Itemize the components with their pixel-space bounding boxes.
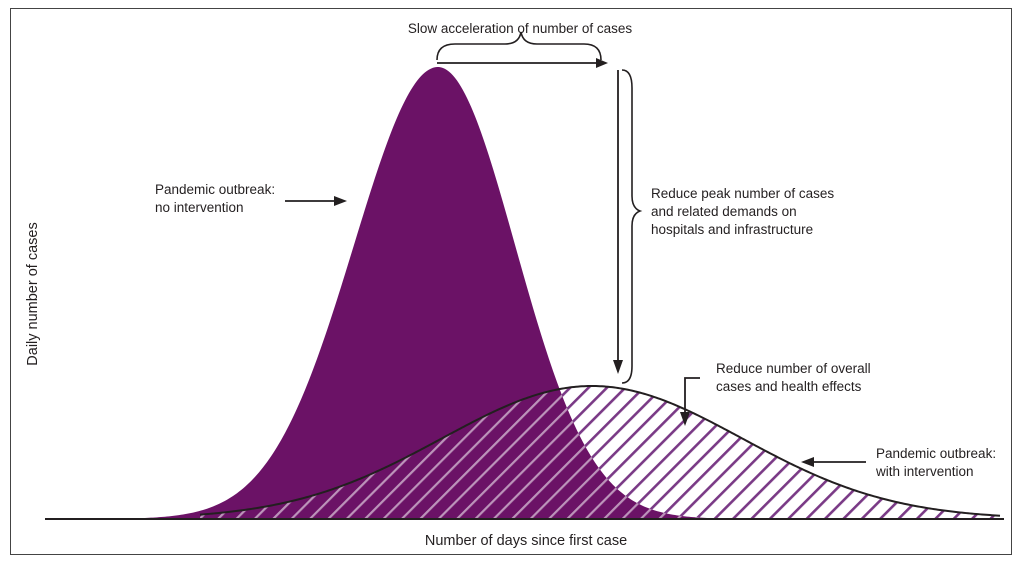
- figure-frame: [10, 8, 1012, 555]
- slow-acceleration-label: Slow acceleration of number of cases: [408, 21, 633, 36]
- reduce-overall-pointer: [684, 377, 700, 414]
- reduce-peak-arrowhead: [613, 360, 623, 374]
- slow-acceleration-brace: [436, 31, 602, 61]
- y-axis-label: Daily number of cases: [25, 222, 41, 365]
- no-intervention-pointer-head: [334, 196, 347, 206]
- with-intervention-pointer-head: [801, 457, 814, 467]
- reduce-peak-label: Reduce peak number of cases and related …: [651, 186, 838, 237]
- with-intervention-label: Pandemic outbreak: with intervention: [875, 446, 1000, 479]
- slow-acceleration-arrowhead: [596, 58, 608, 68]
- reduce-overall-pointer-head: [680, 412, 690, 426]
- with-intervention-curve: [199, 384, 1001, 517]
- no-intervention-area: [45, 67, 860, 519]
- x-axis-label: Number of days since first case: [425, 533, 627, 549]
- no-intervention-label: Pandemic outbreak: no intervention: [155, 182, 279, 215]
- reduce-overall-label: Reduce number of overall cases and healt…: [716, 361, 874, 394]
- reduce-peak-brace: [621, 69, 643, 384]
